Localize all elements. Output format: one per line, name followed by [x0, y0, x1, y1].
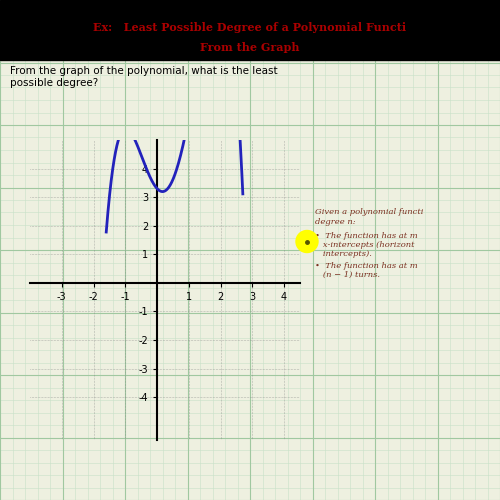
Text: •  The function has at m: • The function has at m	[315, 232, 418, 240]
Text: Given a polynomial functi: Given a polynomial functi	[315, 208, 424, 216]
Text: possible degree?: possible degree?	[10, 78, 98, 88]
Text: x-intercepts (horizont: x-intercepts (horizont	[315, 241, 414, 249]
Text: degree n:: degree n:	[315, 218, 356, 226]
Text: Ex:   Least Possible Degree of a Polynomial Functi: Ex: Least Possible Degree of a Polynomia…	[94, 22, 406, 33]
Text: (n − 1) turns.: (n − 1) turns.	[315, 270, 380, 278]
Text: intercepts).: intercepts).	[315, 250, 372, 258]
Circle shape	[296, 230, 318, 252]
Text: From the graph of the polynomial, what is the least: From the graph of the polynomial, what i…	[10, 66, 278, 76]
Bar	[0, 0, 500, 60]
Text: From the Graph: From the Graph	[200, 42, 300, 53]
Text: •  The function has at m: • The function has at m	[315, 262, 418, 270]
